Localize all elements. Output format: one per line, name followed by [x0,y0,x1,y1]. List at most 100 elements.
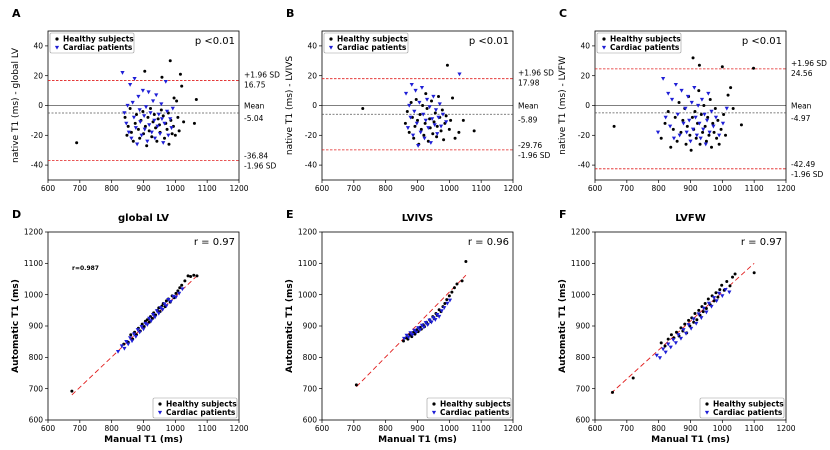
data-point-healthy [699,112,703,116]
data-point-cardiac [663,350,668,355]
data-point-cardiac [673,82,678,87]
data-point-cardiac [410,333,415,337]
data-point-cardiac [717,291,722,296]
y-tick-label: 1200 [24,228,43,237]
data-point-healthy [401,339,405,343]
data-point-cardiac [421,112,426,117]
data-point-cardiac [436,115,441,120]
data-point-cardiac [152,118,157,123]
data-point-cardiac [122,346,127,351]
x-tick-label: 700 [347,184,362,193]
data-point-cardiac [694,321,699,326]
data-point-healthy [168,59,172,63]
data-point-cardiac [129,339,135,344]
data-point-healthy [183,279,187,283]
y-tick-label: 800 [576,353,591,362]
x-tick-label: 1000 [440,184,459,193]
fit-line [71,274,198,396]
data-point-cardiac [402,336,407,341]
data-point-cardiac [168,299,173,304]
data-point-healthy [159,108,163,112]
data-point-cardiac [421,325,426,330]
data-point-cardiac [706,91,711,96]
data-point-cardiac [678,336,684,341]
data-point-cardiac [145,139,150,144]
data-point-healthy [690,115,694,119]
data-point-healthy [149,106,153,110]
data-point-healthy [673,115,677,119]
data-point-cardiac [417,328,423,332]
data-point-healthy [691,56,695,60]
data-point-cardiac [706,301,712,306]
x-tick-label: 800 [652,184,667,193]
lower-sd-label: -1.96 SD [244,161,277,170]
data-point-healthy [455,282,459,286]
data-point-cardiac [727,290,732,295]
legend-healthy-marker [705,402,709,406]
data-point-healthy [128,106,132,110]
data-point-healthy [141,109,145,113]
data-point-cardiac [437,314,442,319]
data-point-cardiac [696,312,701,317]
legend-cardiac-marker [157,410,163,415]
x-tick-label: 1200 [503,424,522,433]
data-point-healthy [143,69,147,73]
x-tick-label: 900 [136,184,151,193]
data-point-cardiac [699,316,704,320]
data-point-healthy [689,148,693,152]
legend-healthy-marker [602,37,606,41]
data-point-cardiac [137,108,142,113]
data-point-cardiac [427,105,432,110]
data-point-cardiac [433,318,438,322]
data-point-healthy [409,101,413,105]
data-point-healthy [129,130,133,134]
data-point-cardiac [675,112,680,117]
data-point-healthy [731,275,735,279]
data-point-cardiac [162,121,167,126]
data-point-healthy [150,316,154,320]
data-point-cardiac [424,97,430,102]
y-tick-label: 1000 [24,290,43,299]
data-point-healthy [695,318,699,322]
data-point-cardiac [155,124,160,129]
data-point-healthy [413,124,417,128]
plot-area [354,259,468,388]
y-tick-label: 700 [303,384,318,393]
data-point-cardiac [714,299,719,304]
x-axis-label: Manual T1 (ms) [378,435,457,445]
data-point-cardiac [131,332,137,337]
data-point-healthy [715,136,719,140]
data-point-cardiac [697,121,702,126]
data-point-healthy [704,306,708,310]
data-point-cardiac [689,326,694,331]
data-point-cardiac [417,100,422,105]
y-tick-label: 1100 [298,259,317,268]
data-point-healthy [439,129,443,133]
legend-cardiac-label: Cardiac patients [713,408,783,417]
data-point-cardiac [437,102,442,107]
x-tick-label: 700 [620,424,635,433]
lower-sd-value: -36.84 [244,151,268,160]
data-point-cardiac [717,133,722,138]
data-point-healthy [160,75,164,79]
data-point-cardiac [128,82,133,87]
data-point-healthy [186,274,190,278]
data-point-healthy [435,124,439,128]
legend-cardiac-label: Cardiac patients [610,43,680,52]
data-point-cardiac [164,304,169,309]
y-tick-label: -20 [31,131,43,140]
data-point-healthy [692,320,696,324]
data-point-cardiac [720,121,726,126]
data-point-healthy [708,98,712,102]
legend-healthy-marker [329,37,333,41]
data-point-cardiac [159,102,164,107]
data-point-cardiac [442,306,447,310]
y-tick-label: 0 [585,101,590,110]
data-point-cardiac [145,323,150,327]
data-point-cardiac [137,330,142,335]
x-tick-label: 600 [315,424,330,433]
data-point-cardiac [687,118,692,123]
y-tick-label: 700 [29,384,44,393]
y-tick-label: 20 [307,71,317,80]
